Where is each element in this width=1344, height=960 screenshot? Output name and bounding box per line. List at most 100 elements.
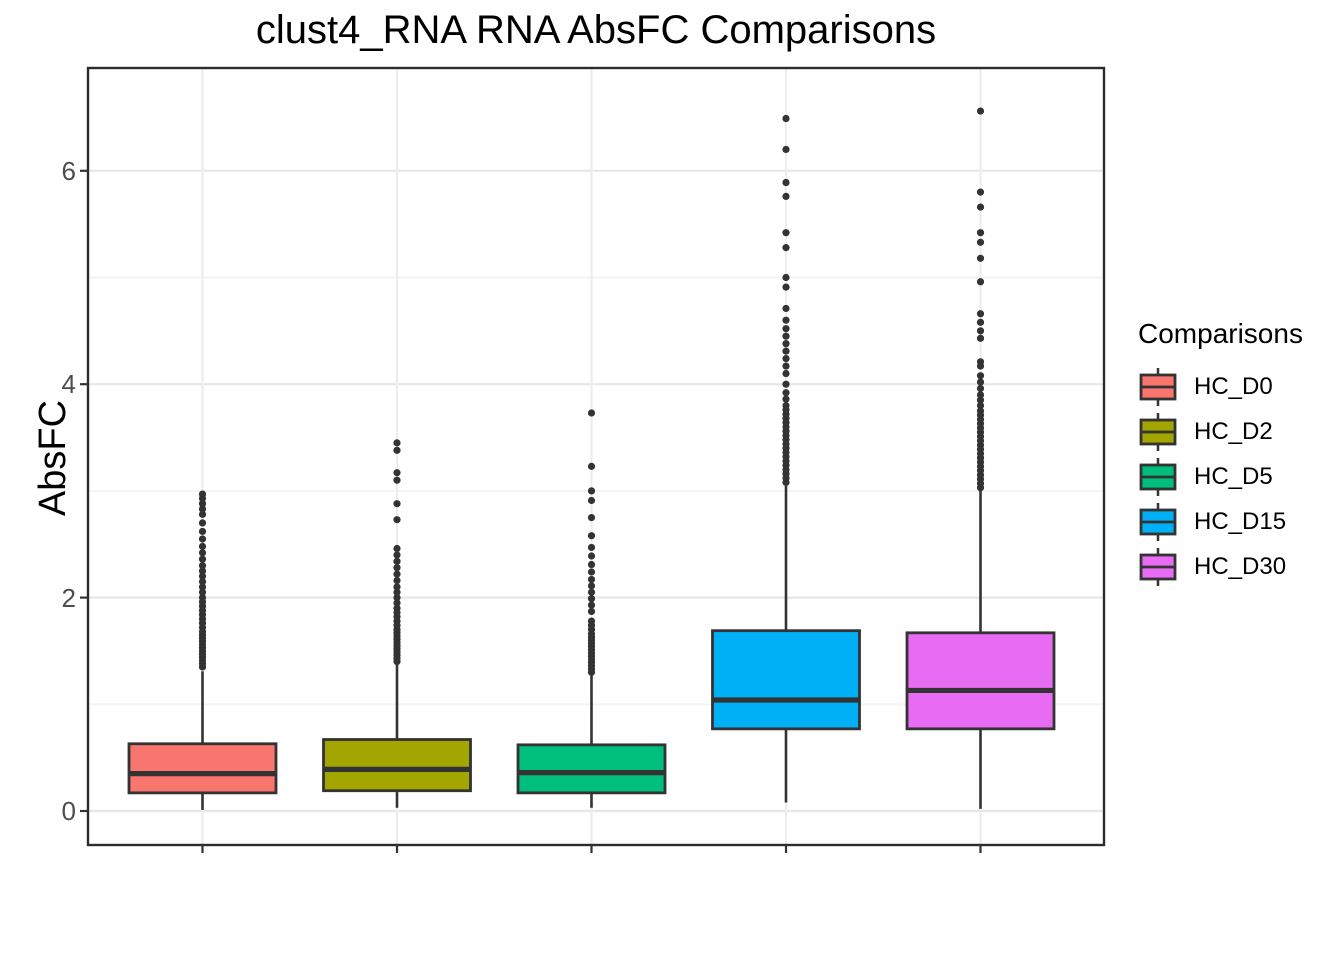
outlier-point <box>198 505 207 513</box>
outlier-point <box>587 575 596 584</box>
outlier-point <box>587 601 596 609</box>
outlier-point <box>782 178 790 187</box>
outlier-point <box>976 407 985 415</box>
outlier-point <box>782 114 790 123</box>
outlier-point <box>782 389 790 397</box>
outlier-point <box>976 378 985 386</box>
boxplot-key-icon <box>1139 412 1177 451</box>
outlier-point <box>782 401 790 410</box>
outlier-point <box>393 516 401 524</box>
outlier-point <box>782 347 790 355</box>
outlier-point <box>393 500 401 508</box>
outlier-point <box>782 332 790 340</box>
legend-items: HC_D0 HC_D2 HC_D5 HC_D15 HC_D30 <box>1138 364 1338 589</box>
boxplot-key-icon <box>1139 502 1177 541</box>
boxplot-HC_D2 <box>322 439 472 808</box>
outlier-point <box>198 572 207 580</box>
outlier-point <box>976 278 985 286</box>
outlier-point <box>587 532 596 540</box>
outlier-point <box>198 519 207 527</box>
legend-item-label: HC_D30 <box>1194 552 1287 580</box>
box-iqr <box>516 743 667 795</box>
outlier-point <box>198 549 207 557</box>
outlier-point <box>976 254 985 262</box>
outlier-point <box>976 384 985 393</box>
outlier-point <box>198 490 207 498</box>
box-iqr <box>905 631 1056 731</box>
boxplot-HC_D15 <box>711 114 861 803</box>
outlier-point <box>198 594 207 602</box>
legend-item-label: HC_D0 <box>1194 372 1273 400</box>
box-iqr <box>322 738 472 793</box>
boxplot-HC_D0 <box>127 490 278 810</box>
outlier-point <box>782 325 790 333</box>
outlier-point <box>976 318 985 326</box>
outlier-point <box>393 446 401 454</box>
legend-item-HC_D2: HC_D2 <box>1138 409 1338 454</box>
outlier-point <box>782 380 790 388</box>
outlier-point <box>782 244 790 252</box>
outlier-point <box>976 401 985 410</box>
outlier-point <box>587 568 596 576</box>
outlier-point <box>198 588 207 596</box>
outlier-point <box>587 582 596 590</box>
outlier-point <box>976 372 985 380</box>
outlier-point <box>782 304 790 313</box>
outlier-point <box>976 107 985 115</box>
outlier-point <box>393 576 401 585</box>
outlier-point <box>198 577 207 586</box>
legend-item-label: HC_D5 <box>1194 462 1273 490</box>
outlier-point <box>782 229 790 237</box>
outlier-point <box>976 229 985 237</box>
outlier-point <box>976 391 985 399</box>
outlier-point <box>587 617 596 625</box>
outlier-point <box>198 583 207 591</box>
outlier-point <box>393 551 401 559</box>
outlier-point <box>587 462 596 470</box>
outlier-point <box>782 369 790 378</box>
outlier-point <box>976 334 985 342</box>
boxplot-HC_D30 <box>905 107 1056 809</box>
outlier-point <box>198 500 207 508</box>
legend-title: Comparisons <box>1138 318 1303 349</box>
outlier-point <box>976 238 985 246</box>
legend-item-HC_D0: HC_D0 <box>1138 364 1338 409</box>
outlier-point <box>782 316 790 324</box>
outlier-point <box>393 564 401 572</box>
boxplot-key-icon <box>1139 367 1177 406</box>
outlier-point <box>587 513 596 522</box>
outlier-point <box>587 588 596 596</box>
outlier-point <box>587 560 596 569</box>
outlier-point <box>393 570 401 578</box>
outlier-point <box>587 595 596 603</box>
legend-item-HC_D5: HC_D5 <box>1138 454 1338 499</box>
outlier-point <box>393 557 401 565</box>
outlier-point <box>782 145 790 154</box>
outlier-point <box>976 358 985 366</box>
outlier-point <box>782 273 790 282</box>
y-axis-tick-label: 0 <box>61 796 76 826</box>
outlier-point <box>198 542 207 550</box>
outlier-point <box>782 362 790 370</box>
outlier-point <box>198 567 207 575</box>
outlier-point <box>782 354 790 363</box>
outlier-point <box>587 543 596 552</box>
box-iqr <box>127 742 278 795</box>
boxplot-key-icon <box>1139 457 1177 496</box>
outlier-point <box>976 203 985 211</box>
outlier-point <box>198 561 207 570</box>
outlier-point <box>393 588 401 596</box>
boxplot-HC_D5 <box>516 409 667 808</box>
outlier-point <box>976 310 985 318</box>
outlier-point <box>198 527 207 536</box>
y-axis-tick-label: 6 <box>61 155 76 186</box>
outlier-point <box>393 583 401 591</box>
outlier-point <box>198 535 207 543</box>
legend-item-label: HC_D15 <box>1194 507 1287 535</box>
outlier-point <box>976 327 985 335</box>
legend-item-HC_D30: HC_D30 <box>1138 544 1338 589</box>
y-axis-tick-label: 2 <box>61 582 76 613</box>
outlier-point <box>198 555 207 563</box>
outlier-point <box>393 544 401 553</box>
legend: Comparisons HC_D0 HC_D2 HC_D5 HC_D15 HC_D30 <box>1138 318 1338 589</box>
